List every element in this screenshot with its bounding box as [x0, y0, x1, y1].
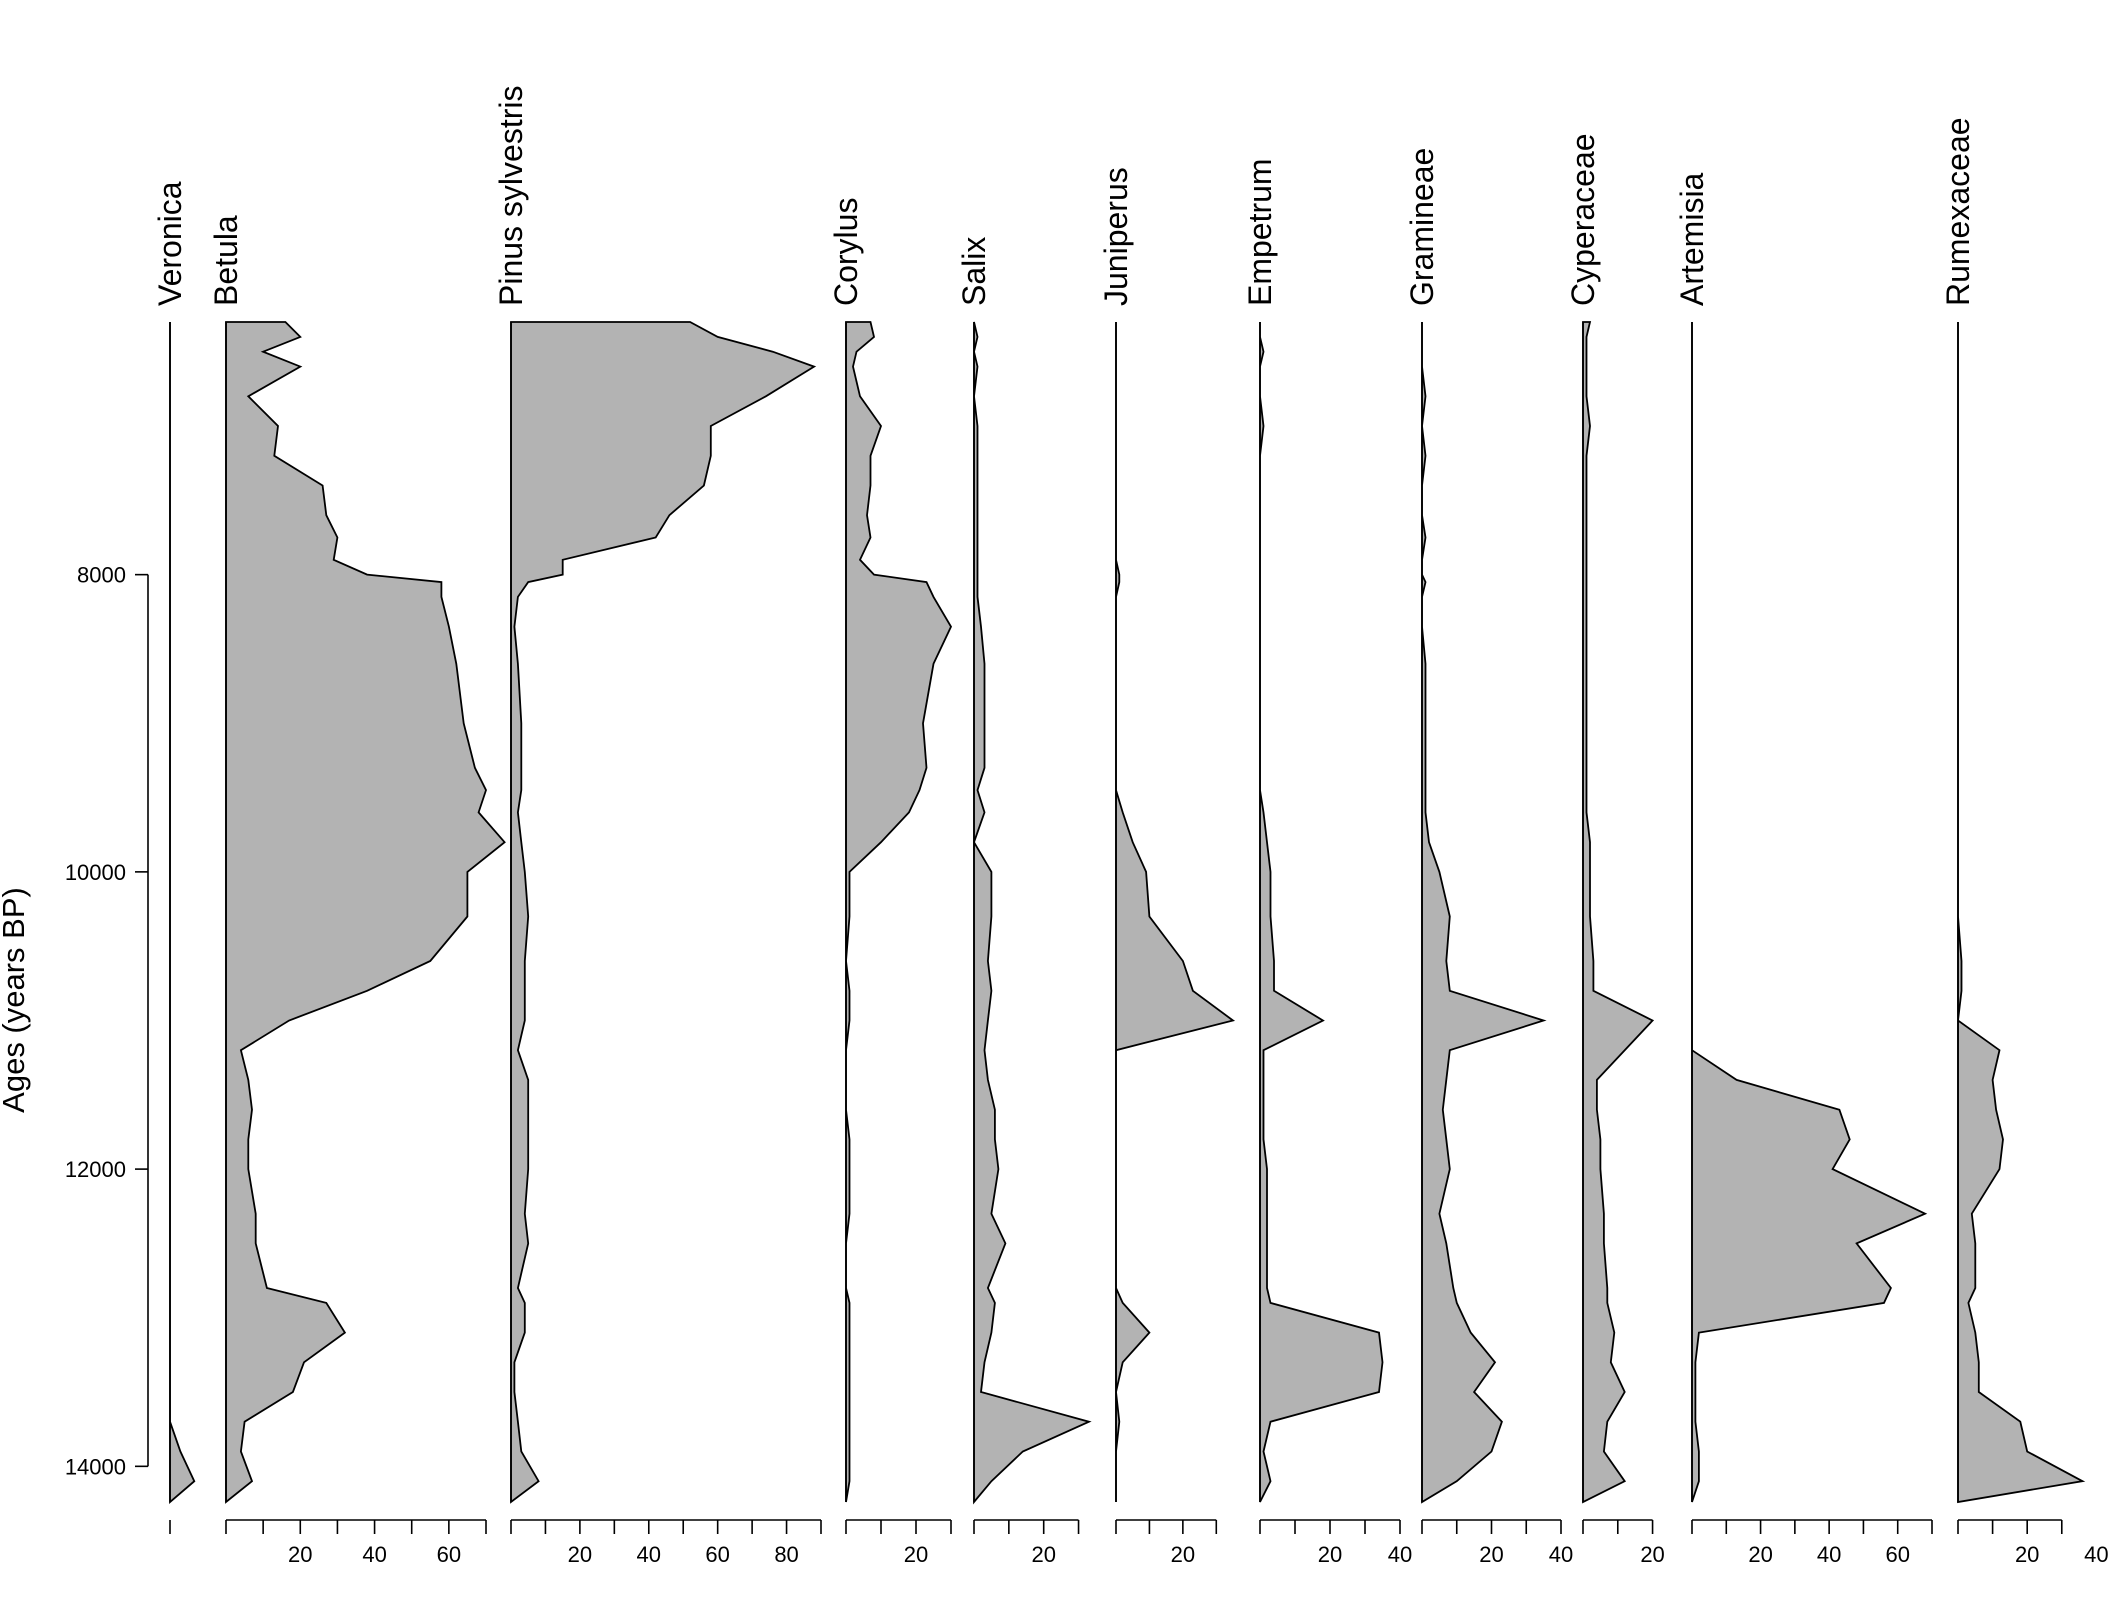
x-tick-label: 20	[1031, 1542, 1055, 1567]
curve-betula	[225, 321, 506, 1504]
x-axis-betula: 20 40 60	[225, 1519, 487, 1567]
y-tick-label: 12000	[65, 1157, 126, 1182]
y-tick-label: 8000	[77, 563, 126, 588]
x-tick-label: 40	[1388, 1542, 1412, 1567]
curve-artemisia	[1691, 322, 1928, 1503]
x-tick-label: 20	[1640, 1542, 1664, 1567]
y-tick-label: 14000	[65, 1454, 126, 1479]
taxon-label-empetrum: Empetrum	[1242, 158, 1278, 306]
y-axis-title: Ages (years BP)	[0, 887, 31, 1113]
curve-juniperus	[1115, 322, 1236, 1502]
curve-cyperaceae	[1582, 321, 1655, 1504]
x-axis-empetrum: 20 40	[1259, 1519, 1412, 1567]
taxon-label-artemisia: Artemisia	[1674, 172, 1710, 306]
taxon-label-gramineae: Gramineae	[1404, 148, 1440, 306]
x-tick-label: 20	[2015, 1542, 2039, 1567]
taxon-label-cyperaceae: Cyperaceae	[1565, 133, 1601, 306]
x-tick-label: 20	[1318, 1542, 1342, 1567]
panel-salix: Salix 20	[956, 237, 1092, 1567]
curve-corylus	[845, 321, 953, 1503]
curve-gramineae	[1421, 322, 1547, 1504]
taxon-label-corylus: Corylus	[828, 198, 864, 306]
x-axis-corylus: 20	[845, 1519, 952, 1567]
panel-veronica: Veronica	[152, 181, 196, 1534]
taxon-label-veronica: Veronica	[152, 181, 188, 306]
curve-salix	[973, 321, 1092, 1505]
x-axis-salix: 20	[973, 1519, 1080, 1567]
x-tick-label: 40	[362, 1542, 386, 1567]
taxon-label-rumexaceae: Rumexaceae	[1940, 117, 1976, 306]
x-axis-pinus-sylvestris: 20 40 60 80	[510, 1519, 822, 1567]
x-axis-gramineae: 20 40	[1421, 1519, 1573, 1567]
x-tick-label: 40	[1549, 1542, 1573, 1567]
x-tick-label: 40	[1817, 1542, 1841, 1567]
x-tick-label: 80	[774, 1542, 798, 1567]
x-tick-label: 20	[904, 1542, 928, 1567]
panel-cyperaceae: Cyperaceae 20	[1565, 133, 1665, 1567]
x-tick-label: 60	[437, 1542, 461, 1567]
x-tick-label: 20	[568, 1542, 592, 1567]
taxon-label-pinus-sylvestris: Pinus sylvestris	[493, 86, 529, 307]
y-axis: 8000 10000 12000 14000	[65, 563, 149, 1479]
curve-pinus-sylvestris	[510, 321, 817, 1504]
panel-juniperus: Juniperus 20	[1098, 167, 1236, 1567]
taxon-label-juniperus: Juniperus	[1098, 167, 1134, 306]
x-axis-juniperus: 20	[1115, 1519, 1218, 1567]
taxon-label-betula: Betula	[208, 215, 244, 306]
x-tick-label: 20	[1748, 1542, 1772, 1567]
y-tick-label: 10000	[65, 860, 126, 885]
x-tick-label: 20	[1171, 1542, 1195, 1567]
x-tick-label: 60	[1885, 1542, 1909, 1567]
curve-empetrum	[1259, 322, 1384, 1503]
taxon-label-salix: Salix	[956, 237, 992, 306]
x-tick-label: 20	[288, 1542, 312, 1567]
panel-corylus: Corylus 20	[828, 198, 953, 1567]
x-tick-label: 20	[1479, 1542, 1503, 1567]
x-axis-cyperaceae: 20	[1582, 1519, 1665, 1567]
curve-rumexaceae	[1957, 322, 2086, 1504]
x-tick-label: 40	[2084, 1542, 2108, 1567]
panel-betula: Betula 20 40 60	[208, 215, 506, 1567]
x-axis-rumexaceae: 20 40	[1957, 1519, 2109, 1567]
curve-veronica	[169, 322, 196, 1504]
x-tick-label: 60	[705, 1542, 729, 1567]
panel-artemisia: Artemisia 20 40 60	[1674, 172, 1933, 1567]
x-tick-label: 40	[637, 1542, 661, 1567]
panel-pinus-sylvestris: Pinus sylvestris 20 40 60 80	[493, 86, 822, 1567]
x-axis-artemisia: 20 40 60	[1691, 1519, 1933, 1567]
